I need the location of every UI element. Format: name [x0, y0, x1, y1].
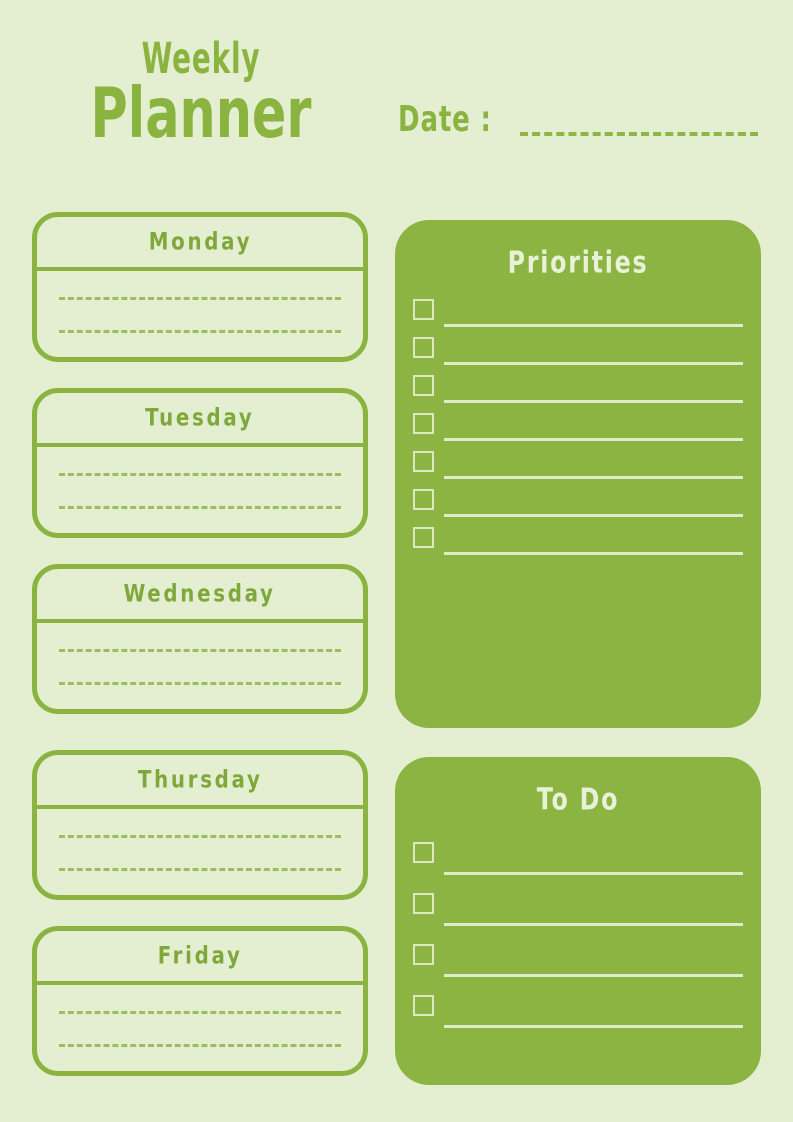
date-input-line[interactable] [519, 132, 758, 136]
day-header-wednesday: Wednesday [37, 569, 363, 623]
priority-write-line[interactable] [444, 527, 743, 555]
day-body-friday[interactable] [37, 985, 363, 1047]
list-item[interactable] [413, 527, 743, 555]
day-label-friday: Friday [157, 942, 243, 970]
priorities-title: Priorities [507, 245, 649, 281]
day-write-line[interactable] [59, 682, 341, 685]
title-line-weekly: Weekly [141, 35, 261, 84]
checkbox-icon[interactable] [413, 842, 434, 863]
date-field[interactable]: Date : [398, 99, 758, 140]
day-card-friday[interactable]: Friday [32, 926, 368, 1076]
checkbox-icon[interactable] [413, 375, 434, 396]
list-item[interactable] [413, 413, 743, 441]
priority-write-line[interactable] [444, 299, 743, 327]
list-item[interactable] [413, 299, 743, 327]
title-line-planner: Planner [90, 71, 312, 154]
priorities-panel: Priorities [395, 220, 761, 728]
todo-write-line[interactable] [444, 842, 743, 875]
day-card-thursday[interactable]: Thursday [32, 750, 368, 900]
day-card-tuesday[interactable]: Tuesday [32, 388, 368, 538]
priority-write-line[interactable] [444, 375, 743, 403]
todo-title: To Do [536, 782, 620, 818]
day-header-tuesday: Tuesday [37, 393, 363, 447]
todo-list [395, 814, 761, 1028]
day-label-thursday: Thursday [137, 766, 263, 794]
page-header: Weekly Planner Date : [0, 38, 793, 198]
day-label-tuesday: Tuesday [145, 404, 255, 432]
day-write-line[interactable] [59, 868, 341, 871]
days-column: Monday Tuesday Wednesday [32, 212, 368, 1102]
day-label-wednesday: Wednesday [123, 580, 277, 608]
priority-write-line[interactable] [444, 451, 743, 479]
list-item[interactable] [413, 893, 743, 926]
todo-write-line[interactable] [444, 995, 743, 1028]
checkbox-icon[interactable] [413, 489, 434, 510]
page-title: Weekly Planner [36, 38, 366, 147]
checkbox-icon[interactable] [413, 299, 434, 320]
list-item[interactable] [413, 375, 743, 403]
todo-panel: To Do [395, 757, 761, 1085]
day-write-line[interactable] [59, 297, 341, 300]
day-label-monday: Monday [148, 228, 252, 256]
date-label: Date : [398, 98, 492, 140]
list-item[interactable] [413, 489, 743, 517]
day-write-line[interactable] [59, 1044, 341, 1047]
list-item[interactable] [413, 337, 743, 365]
day-header-monday: Monday [37, 217, 363, 271]
checkbox-icon[interactable] [413, 337, 434, 358]
priority-write-line[interactable] [444, 489, 743, 517]
checkbox-icon[interactable] [413, 995, 434, 1016]
checkbox-icon[interactable] [413, 451, 434, 472]
priority-write-line[interactable] [444, 337, 743, 365]
priority-write-line[interactable] [444, 413, 743, 441]
list-item[interactable] [413, 995, 743, 1028]
list-item[interactable] [413, 842, 743, 875]
list-item[interactable] [413, 451, 743, 479]
day-header-thursday: Thursday [37, 755, 363, 809]
day-body-monday[interactable] [37, 271, 363, 333]
checkbox-icon[interactable] [413, 413, 434, 434]
day-body-thursday[interactable] [37, 809, 363, 871]
day-write-line[interactable] [59, 649, 341, 652]
day-write-line[interactable] [59, 506, 341, 509]
priorities-list [395, 277, 761, 555]
checkbox-icon[interactable] [413, 527, 434, 548]
day-write-line[interactable] [59, 330, 341, 333]
day-card-monday[interactable]: Monday [32, 212, 368, 362]
day-write-line[interactable] [59, 473, 341, 476]
day-header-friday: Friday [37, 931, 363, 985]
list-item[interactable] [413, 944, 743, 977]
checkbox-icon[interactable] [413, 893, 434, 914]
day-write-line[interactable] [59, 835, 341, 838]
day-card-wednesday[interactable]: Wednesday [32, 564, 368, 714]
day-write-line[interactable] [59, 1011, 341, 1014]
todo-write-line[interactable] [444, 944, 743, 977]
checkbox-icon[interactable] [413, 944, 434, 965]
todo-write-line[interactable] [444, 893, 743, 926]
day-body-wednesday[interactable] [37, 623, 363, 685]
day-body-tuesday[interactable] [37, 447, 363, 509]
